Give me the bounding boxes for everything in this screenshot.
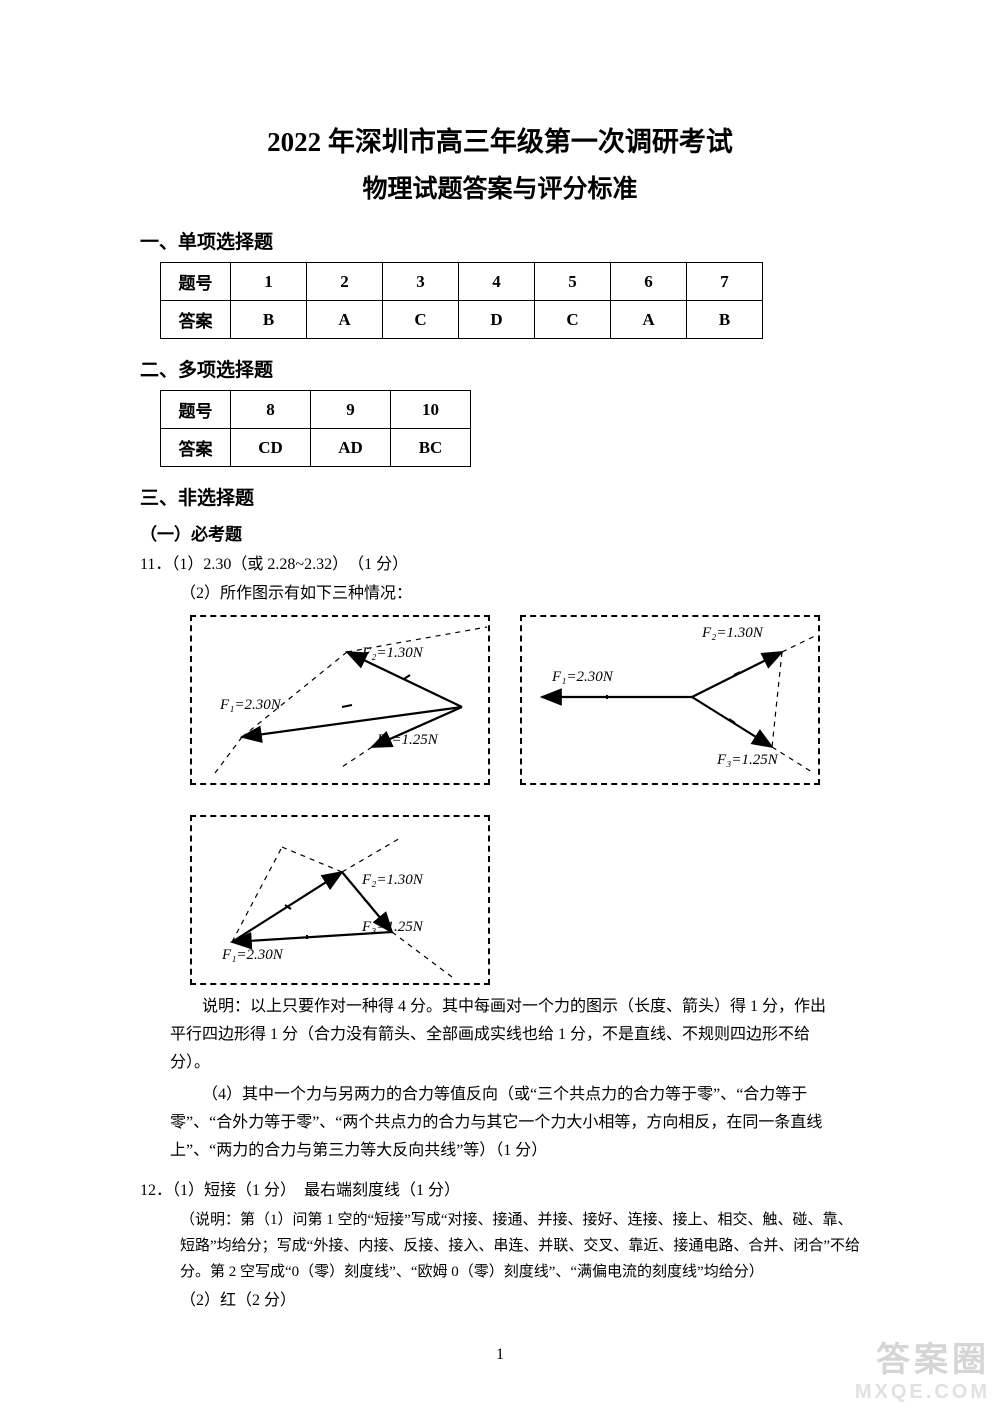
f1-label: F₁=2.30N [220,697,281,714]
qnum: 2 [307,263,383,301]
section2-heading: 二、多项选择题 [140,355,860,382]
row-label: 题号 [161,263,231,301]
f2-label: F₂=1.30N [702,625,763,642]
table-row: 答案 CD AD BC [161,429,471,467]
f3-label: F₃=1.25N [377,732,438,749]
f2-label: F₂=1.30N [362,872,423,889]
f1-label: F₁=2.30N [552,669,613,686]
main-title: 2022 年深圳市高三年级第一次调研考试 [140,120,860,159]
q11-number: 11． [140,556,171,573]
qnum: 9 [311,391,391,429]
multi-choice-table: 题号 8 9 10 答案 CD AD BC [160,390,471,467]
qnum: 7 [687,263,763,301]
ans: C [535,301,611,339]
row-label: 题号 [161,391,231,429]
qnum: 5 [535,263,611,301]
table-row: 题号 1 2 3 4 5 6 7 [161,263,763,301]
q12-part2: （2）红（2 分） [140,1287,860,1314]
f1-label: F₁=2.30N [222,947,283,964]
q11-part4: （4）其中一个力与另两力的合力等值反向（或“三个共点力的合力等于零”、“合力等于… [170,1081,830,1165]
subsection-heading: （一）必考题 [140,520,860,545]
ans: AD [311,429,391,467]
f3-label: F₃=1.25N [717,752,778,769]
ans: C [383,301,459,339]
qnum: 1 [231,263,307,301]
qnum: 4 [459,263,535,301]
ans: CD [231,429,311,467]
ans: BC [391,429,471,467]
ans: A [307,301,383,339]
single-choice-table: 题号 1 2 3 4 5 6 7 答案 B A C D C A B [160,262,763,339]
diagram-box-3: F₁=2.30N F₂=1.30N F₃=1.25N [190,815,490,985]
ans: D [459,301,535,339]
row-label: 答案 [161,301,231,339]
force-diagrams: F₁=2.30N F₂=1.30N F₃=1.25N F₁=2.30N F₂=1… [190,615,850,985]
f3-label: F₃=1.25N [362,919,423,936]
watermark-line2: MXQE.COM [855,1381,990,1404]
ans: B [231,301,307,339]
page-number: 1 [0,1346,1000,1364]
q12-line1: 12．（1）短接（1 分） 最右端刻度线（1 分） [140,1177,860,1204]
watermark: 答案圈 MXQE.COM [855,1332,990,1404]
table-row: 答案 B A C D C A B [161,301,763,339]
table-row: 题号 8 9 10 [161,391,471,429]
q11-line1: 11．（1）2.30（或 2.28~2.32） （1 分） [140,551,860,578]
watermark-line1: 答案圈 [855,1332,990,1381]
q11-part2: （2）所作图示有如下三种情况： [140,580,860,607]
ans: A [611,301,687,339]
qnum: 10 [391,391,471,429]
section3-heading: 三、非选择题 [140,483,860,510]
section1-heading: 一、单项选择题 [140,227,860,254]
qnum: 8 [231,391,311,429]
diagram-box-2: F₁=2.30N F₂=1.30N F₃=1.25N [520,615,820,785]
q12-part1: （1）短接（1 分） 最右端刻度线（1 分） [172,1182,460,1199]
q12-number: 12． [140,1182,172,1199]
row-label: 答案 [161,429,231,467]
q11-explanation-a: 说明：以上只要作对一种得 4 分。其中每画对一个力的图示（长度、箭头）得 1 分… [170,993,830,1077]
diagram-box-1: F₁=2.30N F₂=1.30N F₃=1.25N [190,615,490,785]
subtitle: 物理试题答案与评分标准 [140,169,860,205]
qnum: 6 [611,263,687,301]
q12-note: （说明：第（1）问第 1 空的“短接”写成“对接、接通、并接、接好、连接、接上、… [180,1207,860,1286]
qnum: 3 [383,263,459,301]
f2-label: F₂=1.30N [362,645,423,662]
q11-part1: （1）2.30（或 2.28~2.32） （1 分） [171,556,408,573]
ans: B [687,301,763,339]
